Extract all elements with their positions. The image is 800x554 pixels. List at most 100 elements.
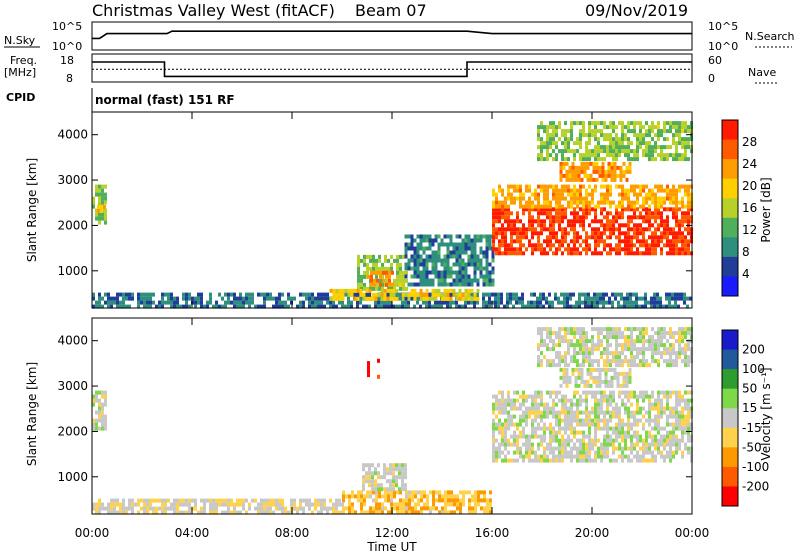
velocity-panel-cell (615, 327, 618, 332)
velocity-panel-cell (651, 450, 654, 455)
power-panel-cell (543, 204, 546, 209)
power-panel-cell (372, 266, 375, 271)
velocity-panel-cell (585, 355, 588, 360)
power-panel-cell (630, 247, 633, 252)
power-panel-cell (428, 296, 432, 301)
power-panel-cell (651, 153, 654, 158)
velocity-panel-cell (582, 410, 585, 415)
power-panel-cell (519, 227, 522, 232)
power-panel-cell (519, 204, 522, 209)
power-panel-cell (628, 165, 632, 170)
velocity-panel-cell (537, 343, 540, 348)
power-panel-cell (534, 196, 537, 201)
velocity-panel-cell (574, 383, 578, 388)
power-panel-cell (624, 243, 627, 248)
power-panel-cell (610, 165, 614, 170)
power-panel-cell (600, 133, 603, 138)
nsky-label: N.Sky (4, 34, 36, 47)
velocity-panel-cell (389, 479, 392, 484)
velocity-panel-cell (624, 347, 627, 352)
power-panel-cell (455, 292, 459, 297)
power-panel-cell (537, 215, 540, 220)
power-panel-cell (623, 304, 626, 309)
power-panel-cell (606, 188, 609, 193)
velocity-panel-cell (149, 498, 152, 503)
velocity-panel-cell (567, 434, 570, 439)
power-panel-cell (651, 149, 654, 154)
power-panel-cell (452, 282, 456, 287)
power-panel-cell (558, 207, 561, 212)
velocity-panel-cell (585, 414, 588, 419)
velocity-panel-cell (612, 335, 615, 340)
power-panel-cell (546, 239, 549, 244)
velocity-panel-cell (576, 446, 579, 451)
power-panel-cell (314, 304, 317, 309)
power-panel-cell (95, 192, 98, 197)
velocity-panel-cell (191, 498, 194, 503)
power-panel-cell (513, 188, 516, 193)
velocity-panel-cell (104, 398, 107, 403)
velocity-panel-cell (687, 406, 690, 411)
velocity-panel-cell (555, 394, 558, 399)
power-panel-cell (393, 278, 396, 283)
velocity-panel-cell (621, 438, 624, 443)
power-panel-cell (522, 207, 525, 212)
power-panel-cell (600, 231, 603, 236)
velocity-panel-cell (606, 331, 609, 336)
power-panel-cell (197, 300, 200, 305)
power-panel-cell (353, 292, 356, 297)
power-panel-cell (569, 296, 572, 301)
power-panel-cell (672, 133, 675, 138)
power-panel-cell (416, 242, 420, 247)
velocity-panel-cell (498, 402, 501, 407)
power-panel-cell (416, 258, 420, 263)
velocity-panel-cell (200, 498, 203, 503)
power-panel-cell (413, 254, 417, 259)
power-panel-cell (512, 296, 515, 301)
power-panel-cell (555, 188, 558, 193)
velocity-panel-cell (633, 355, 636, 360)
power-panel-cell (675, 215, 678, 220)
velocity-panel-cell (657, 410, 660, 415)
velocity-panel-cell (573, 410, 576, 415)
power-panel-region-8 (492, 184, 693, 209)
power-panel-cell (648, 133, 651, 138)
velocity-panel-cell (456, 498, 459, 503)
velocity-panel-cell (383, 463, 386, 468)
velocity-panel-cell (582, 363, 585, 368)
velocity-panel-cell (666, 402, 669, 407)
power-panel-cell (612, 223, 615, 228)
velocity-panel-cell (474, 490, 477, 495)
velocity-panel-cell (615, 438, 618, 443)
power-panel-cell (633, 184, 636, 189)
power-panel-cell (677, 296, 680, 301)
velocity-panel-cell (576, 363, 579, 368)
power-panel-cell (227, 292, 230, 297)
power-panel-cell (579, 219, 582, 224)
power-panel-cell (522, 204, 525, 209)
power-panel-cell (622, 169, 626, 174)
power-panel-cell (479, 246, 483, 251)
power-panel-cell (513, 247, 516, 252)
velocity-panel-cell (450, 510, 453, 515)
velocity-panel-cell (404, 463, 407, 468)
power-panel-cell (440, 278, 444, 283)
power-panel-cell (668, 304, 671, 309)
velocity-panel-cell (636, 430, 639, 435)
velocity-panel-cell (92, 422, 95, 427)
velocity-panel-cell (642, 398, 645, 403)
power-panel-cell (366, 270, 369, 275)
power-panel-cell (626, 292, 629, 297)
velocity-panel-cell (531, 426, 534, 431)
power-panel-cell (422, 274, 426, 279)
power-panel-cell (546, 235, 549, 240)
velocity-panel-cell (146, 498, 149, 503)
velocity-panel-cell (552, 343, 555, 348)
velocity-panel-cell (531, 402, 534, 407)
power-panel-cell (610, 173, 614, 178)
velocity-panel-cell (486, 498, 489, 503)
velocity-panel-cell (537, 394, 540, 399)
velocity-panel-cell (525, 410, 528, 415)
velocity-panel-cell (681, 414, 684, 419)
